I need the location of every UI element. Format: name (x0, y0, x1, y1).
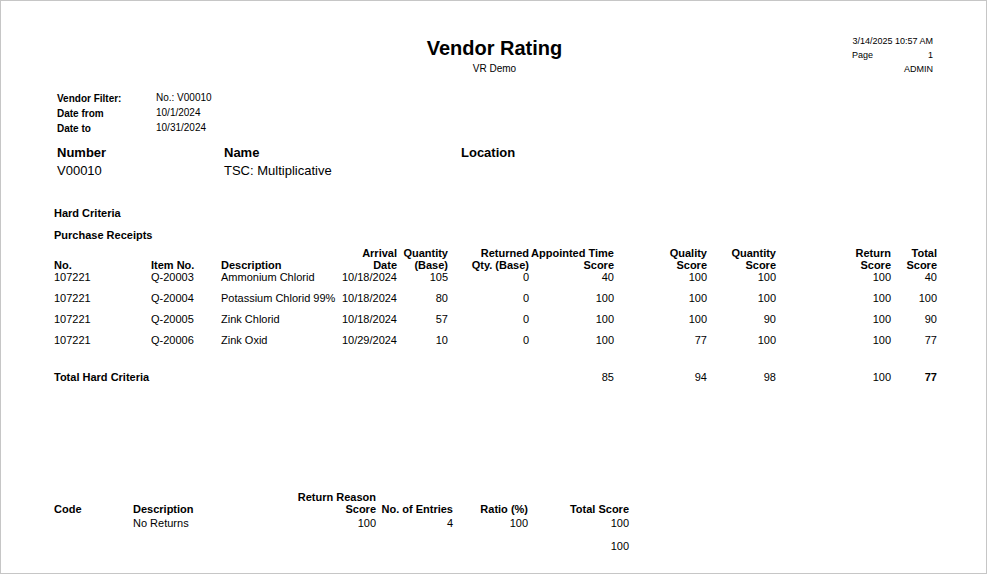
column-header: Return Reason Score (276, 491, 376, 515)
filter-label-date-from: Date from (57, 108, 104, 120)
table-cell: 100 (681, 292, 776, 304)
column-header: Quantity (Base) (378, 247, 448, 271)
table-cell: 100 (842, 292, 937, 304)
total-hard-criteria-label: Total Hard Criteria (54, 371, 149, 383)
vendor-number-value: V00010 (57, 163, 102, 178)
table-cell: 10 (378, 334, 448, 346)
table-cell: 100 (519, 334, 614, 346)
report-page: 3/14/2025 10:57 AM Page 1 ADMIN Vendor R… (0, 0, 987, 574)
column-header: Code (54, 503, 124, 515)
column-header: Total Score (539, 503, 629, 515)
column-header: Quantity Score (681, 247, 776, 271)
report-subtitle: VR Demo (1, 63, 987, 75)
table-cell: Q-20005 (151, 313, 216, 325)
column-header: Description (133, 503, 253, 515)
vendor-name-value: TSC: Multiplicative (224, 163, 332, 178)
column-header: Ratio (%) (448, 503, 528, 515)
table-cell: 107221 (54, 292, 144, 304)
table-cell: 0 (444, 271, 529, 283)
table-cell: 105 (378, 271, 448, 283)
table-cell: Q-20006 (151, 334, 216, 346)
vendor-location-label: Location (461, 145, 515, 160)
table-cell: No Returns (133, 517, 253, 529)
table-cell: 80 (378, 292, 448, 304)
column-header: Item No. (151, 259, 216, 271)
table-cell: 100 (519, 313, 614, 325)
table-cell: Q-20003 (151, 271, 216, 283)
filter-value-date-to: 10/31/2024 (156, 122, 206, 134)
table-cell: 40 (842, 271, 937, 283)
filter-value-date-from: 10/1/2024 (156, 107, 201, 119)
table-cell: 57 (378, 313, 448, 325)
table-cell: 77 (842, 334, 937, 346)
table-cell: 100 (519, 292, 614, 304)
table-cell: 107221 (54, 334, 144, 346)
column-header: Appointed Time Score (519, 247, 614, 271)
table-cell: 0 (444, 292, 529, 304)
table-cell: 4 (363, 517, 453, 529)
table-cell: 90 (681, 313, 776, 325)
table-cell: 100 (448, 517, 528, 529)
table-cell: 100 (681, 271, 776, 283)
table-cell: 107221 (54, 313, 144, 325)
total-value: 85 (519, 371, 614, 383)
column-header: Total Score (842, 247, 937, 271)
report-title: Vendor Rating (1, 37, 987, 59)
column-header: Returned Qty. (Base) (444, 247, 529, 271)
table-cell: 40 (519, 271, 614, 283)
subsection-title-purchase-receipts: Purchase Receipts (54, 229, 152, 241)
filter-label-vendor: Vendor Filter: (57, 93, 121, 105)
table-cell: 100 (276, 517, 376, 529)
table-cell: Q-20004 (151, 292, 216, 304)
filter-label-date-to: Date to (57, 123, 91, 135)
vendor-number-label: Number (57, 145, 106, 160)
table-cell: 0 (444, 334, 529, 346)
return-reasons-total: 100 (539, 540, 629, 552)
vendor-name-label: Name (224, 145, 259, 160)
table-cell: 100 (539, 517, 629, 529)
column-header: No. of Entries (363, 503, 453, 515)
column-header: No. (54, 259, 144, 271)
total-value: 98 (681, 371, 776, 383)
table-cell: 0 (444, 313, 529, 325)
table-cell: 100 (681, 334, 776, 346)
total-value: 77 (842, 371, 937, 383)
table-cell: 90 (842, 313, 937, 325)
table-cell: 107221 (54, 271, 144, 283)
section-title-hard-criteria: Hard Criteria (54, 207, 121, 219)
filter-value-vendor: No.: V00010 (156, 92, 212, 104)
